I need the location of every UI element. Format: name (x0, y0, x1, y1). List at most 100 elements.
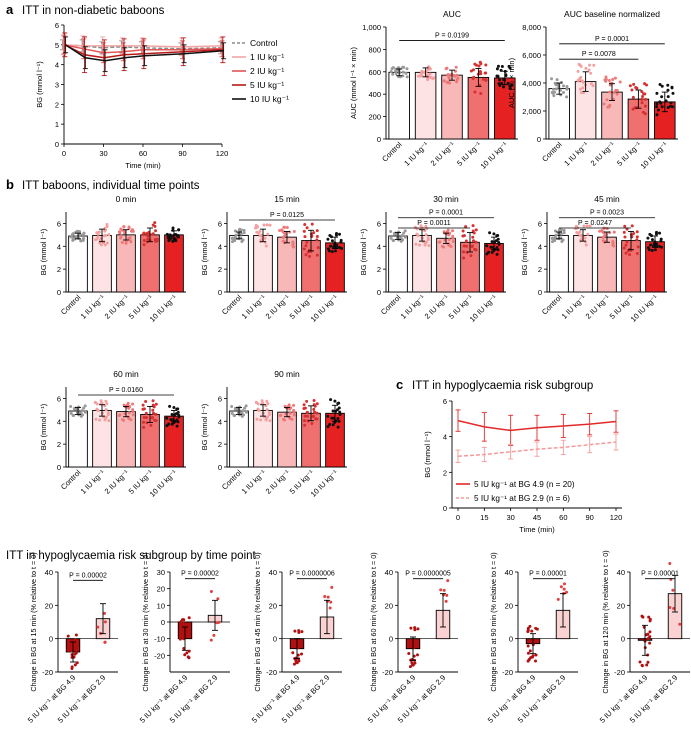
x-tick-label: 15 (480, 513, 488, 522)
data-point (646, 660, 650, 664)
data-point (660, 105, 664, 109)
data-point (640, 101, 644, 105)
data-point (578, 234, 582, 238)
data-point (175, 424, 179, 428)
data-point (337, 245, 341, 249)
y-tick-label: 1 (55, 120, 59, 129)
data-point (144, 411, 148, 415)
data-point (182, 646, 186, 650)
data-point (151, 232, 155, 236)
data-point (99, 399, 103, 403)
data-point (335, 408, 339, 412)
y-tick-label: 4 (57, 417, 61, 426)
y-tick-label: 400 (368, 90, 381, 99)
data-point (508, 87, 512, 91)
p-value-label: P = 0.0125 (270, 212, 304, 219)
data-point (305, 240, 309, 244)
data-point (107, 419, 111, 423)
data-point (142, 416, 146, 420)
data-point (330, 239, 334, 243)
y-axis-label: AUC (% × min) (507, 57, 516, 108)
y-tick-label: 20 (45, 601, 53, 610)
y-axis-label: Change in BG at 15 min (% relative to t … (29, 552, 38, 691)
data-point (419, 224, 423, 228)
data-point (104, 399, 108, 403)
data-point (153, 224, 157, 228)
legend-label: 2 IU kg⁻¹ (250, 66, 284, 76)
data-point (265, 399, 269, 403)
data-point (635, 238, 639, 242)
data-point (644, 633, 648, 637)
data-point (630, 224, 634, 228)
data-point (474, 240, 478, 244)
x-tick-label: 90 (178, 149, 186, 158)
y-tick-label: 0 (49, 635, 53, 644)
data-point (586, 232, 590, 236)
data-point (243, 406, 247, 410)
data-point (187, 649, 191, 653)
data-point (588, 224, 592, 228)
data-point (123, 412, 127, 416)
data-point (302, 403, 306, 407)
y-tick-label: -20 (502, 668, 513, 677)
data-point (333, 249, 337, 253)
bar (68, 235, 88, 293)
data-point (471, 224, 475, 228)
data-point (209, 638, 213, 642)
data-point (103, 640, 107, 644)
bar (388, 235, 408, 293)
data-point (302, 229, 306, 233)
y-tick-label: -20 (266, 668, 277, 677)
data-point (291, 651, 295, 655)
data-point (268, 223, 272, 227)
data-point (560, 239, 564, 243)
data-point (260, 399, 264, 403)
data-point (552, 238, 556, 242)
p-value-label: P = 0.0001 (429, 210, 463, 217)
y-tick-label: 0 (55, 140, 59, 149)
data-point (127, 417, 131, 421)
data-point (310, 421, 314, 425)
data-point (608, 90, 612, 94)
data-point (658, 231, 662, 235)
data-point (127, 406, 131, 410)
x-tick-label: 60 (559, 513, 567, 522)
data-point (635, 252, 639, 256)
data-point (412, 654, 416, 658)
data-point (472, 231, 476, 235)
data-point (604, 75, 608, 79)
data-point (283, 225, 287, 229)
data-point (611, 78, 615, 82)
data-point (303, 419, 307, 423)
bar (229, 410, 249, 468)
data-point (659, 237, 663, 241)
p-value-label: P = 0.0078 (582, 51, 616, 58)
data-point (171, 226, 175, 230)
data-point (265, 223, 269, 227)
data-point (641, 110, 645, 114)
data-point (428, 72, 432, 76)
y-tick-label: 40 (505, 568, 513, 577)
y-tick-label: 0 (273, 635, 277, 644)
data-point (657, 244, 661, 248)
data-point (666, 95, 670, 99)
data-point (413, 626, 417, 630)
data-point (154, 402, 158, 406)
data-point (182, 637, 186, 641)
data-point (481, 77, 485, 81)
data-point (129, 240, 133, 244)
data-point (624, 243, 628, 247)
data-point (646, 236, 650, 240)
data-point (445, 230, 449, 234)
data-point (166, 234, 170, 238)
data-point (119, 236, 123, 240)
data-point (427, 244, 431, 248)
data-point (240, 239, 244, 243)
data-point (105, 241, 109, 245)
data-point (605, 227, 609, 231)
panel-b-label: b (6, 177, 14, 192)
data-point (645, 83, 649, 87)
p-value-label: P = 0.0199 (435, 32, 469, 39)
data-point (239, 232, 243, 236)
